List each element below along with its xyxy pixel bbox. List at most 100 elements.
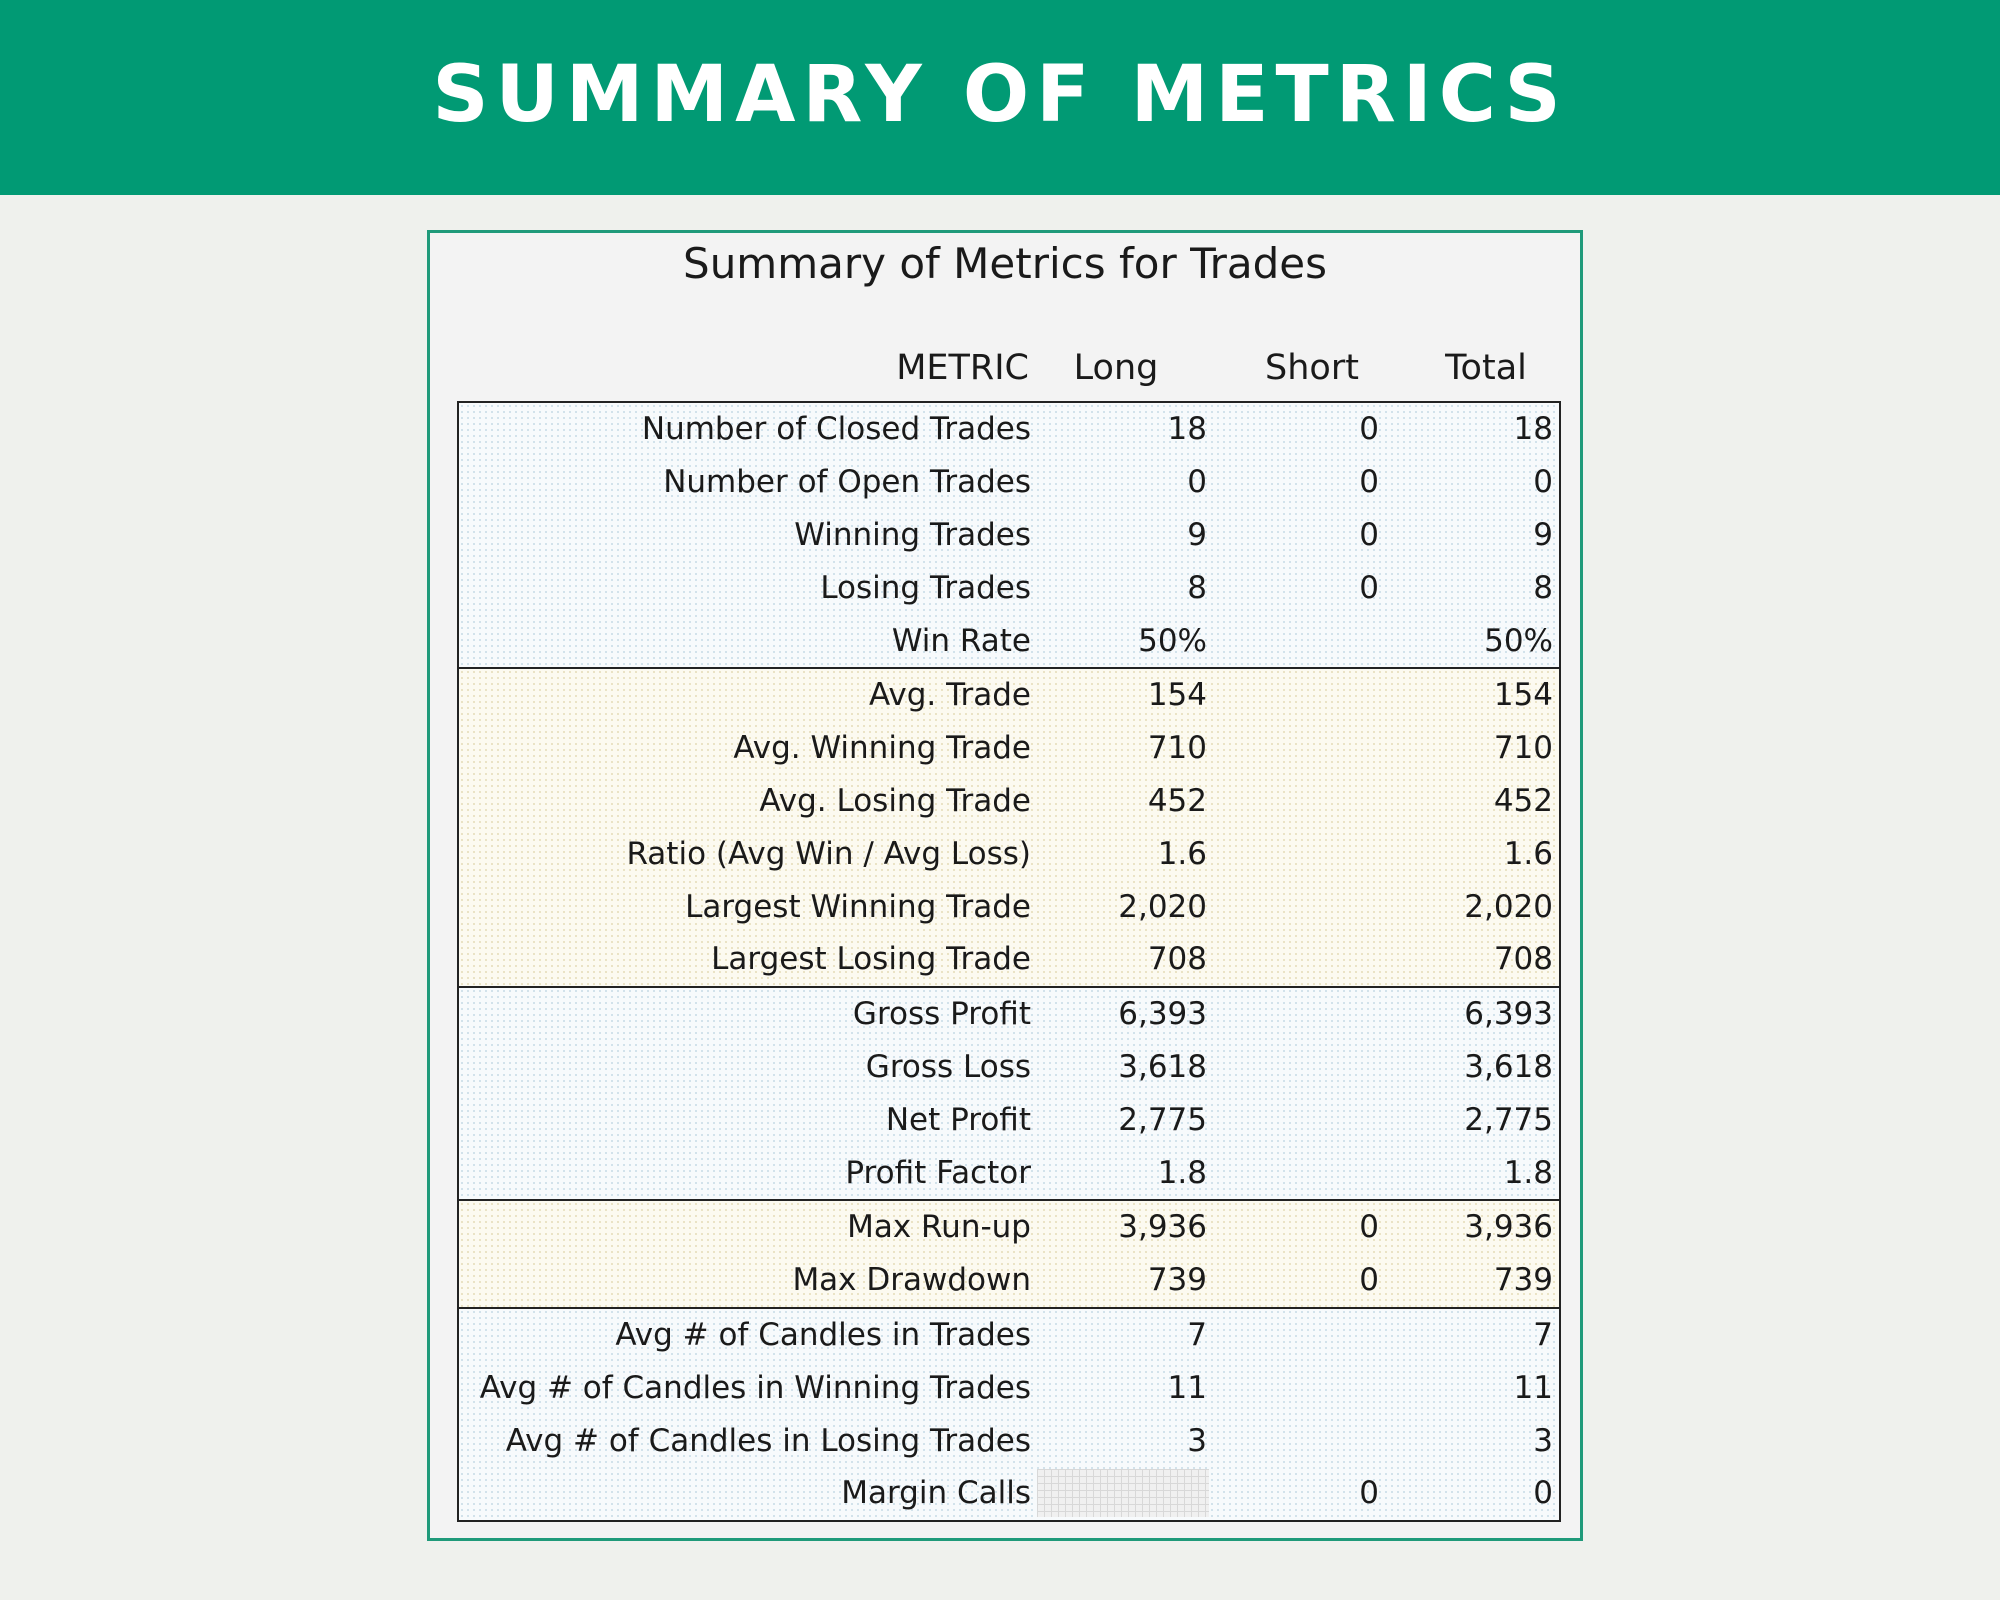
total-value: 18	[1513, 411, 1553, 448]
metric-label: Win Rate	[891, 622, 1031, 659]
short-value: 0	[1359, 569, 1379, 606]
total-value: 710	[1493, 730, 1553, 767]
long-value: 50%	[1138, 622, 1207, 659]
metrics-card: Summary of Metrics for Trades METRIC Lon…	[427, 230, 1583, 1541]
metric-label: Margin Calls	[841, 1475, 1031, 1512]
total-value: 9	[1533, 516, 1553, 553]
total-value: 11	[1513, 1369, 1553, 1406]
long-value: 18	[1167, 411, 1207, 448]
long-value: 0	[1187, 464, 1207, 501]
metric-label: Largest Losing Trade	[711, 941, 1031, 978]
metric-group: Avg # of Candles in Trades 7 7 Avg # of Can…	[459, 1306, 1559, 1520]
metric-label: Max Run-up	[847, 1209, 1031, 1246]
short-value: 0	[1359, 1262, 1379, 1299]
total-value: 1.8	[1503, 1154, 1553, 1191]
table-row: Max Run-up 3,936 0 3,936	[459, 1201, 1559, 1254]
total-value: 2,020	[1464, 888, 1553, 925]
metric-label: Avg. Losing Trade	[759, 782, 1031, 819]
metric-group: Number of Closed Trades 18 0 18 Number of Op…	[459, 403, 1559, 667]
card-title: Summary of Metrics for Trades	[683, 239, 1327, 288]
table-row: Losing Trades 8 0 8	[459, 561, 1559, 614]
long-value: 3,936	[1118, 1209, 1207, 1246]
total-value: 0	[1533, 464, 1553, 501]
metric-label: Number of Open Trades	[663, 464, 1031, 501]
long-value: 710	[1147, 730, 1207, 767]
metric-label: Max Drawdown	[792, 1262, 1031, 1299]
long-value: 9	[1187, 516, 1207, 553]
total-value: 7	[1533, 1316, 1553, 1353]
column-header-short: Short	[1265, 348, 1359, 388]
metric-group: Max Run-up 3,936 0 3,936 Max Drawdown 739 0 739	[459, 1198, 1559, 1307]
column-header-long: Long	[1073, 348, 1159, 388]
metric-label: Gross Profit	[852, 996, 1031, 1033]
metric-label: Ratio (Avg Win / Avg Loss)	[626, 835, 1031, 872]
long-value: 3	[1187, 1422, 1207, 1459]
table-row: Max Drawdown 739 0 739	[459, 1254, 1559, 1307]
total-value: 1.6	[1503, 835, 1553, 872]
column-header-total: Total	[1445, 348, 1527, 388]
table-row: Avg # of Candles in Winning Trades 11 11	[459, 1361, 1559, 1414]
table-row: Avg. Trade 154 154	[459, 669, 1559, 722]
metrics-table: Number of Closed Trades 18 0 18 Number of Op…	[457, 401, 1561, 1522]
table-row: Win Rate 50% 50%	[459, 614, 1559, 667]
metric-group: Gross Profit 6,393 6,393 Gross Loss 3,618 3,6…	[459, 985, 1559, 1199]
long-value-hatched	[1037, 1468, 1209, 1517]
long-value: 739	[1147, 1262, 1207, 1299]
long-value: 1.8	[1157, 1154, 1207, 1191]
metric-label: Number of Closed Trades	[641, 411, 1031, 448]
total-value: 6,393	[1464, 996, 1553, 1033]
table-row: Number of Closed Trades 18 0 18	[459, 403, 1559, 456]
table-row: Largest Winning Trade 2,020 2,020	[459, 880, 1559, 933]
total-value: 0	[1533, 1475, 1553, 1512]
total-value: 50%	[1484, 622, 1553, 659]
header-banner: SUMMARY OF METRICS	[0, 0, 2000, 195]
long-value: 708	[1147, 941, 1207, 978]
short-value: 0	[1359, 1209, 1379, 1246]
long-value: 1.6	[1157, 835, 1207, 872]
table-row: Number of Open Trades 0 0 0	[459, 456, 1559, 509]
short-value: 0	[1359, 516, 1379, 553]
total-value: 3,936	[1464, 1209, 1553, 1246]
table-row: Profit Factor 1.8 1.8	[459, 1146, 1559, 1199]
short-value: 0	[1359, 1475, 1379, 1512]
metric-label: Losing Trades	[820, 569, 1031, 606]
total-value: 452	[1493, 782, 1553, 819]
metric-label: Avg # of Candles in Losing Trades	[505, 1422, 1031, 1459]
long-value: 7	[1187, 1316, 1207, 1353]
long-value: 2,775	[1118, 1101, 1207, 1138]
table-row: Net Profit 2,775 2,775	[459, 1093, 1559, 1146]
long-value: 6,393	[1118, 996, 1207, 1033]
table-row: Avg. Losing Trade 452 452	[459, 775, 1559, 828]
total-value: 2,775	[1464, 1101, 1553, 1138]
banner-title: SUMMARY OF METRICS	[432, 49, 1568, 140]
metric-label: Winning Trades	[794, 516, 1031, 553]
total-value: 3,618	[1464, 1048, 1553, 1085]
long-value: 8	[1187, 569, 1207, 606]
metric-label: Net Profit	[885, 1101, 1031, 1138]
table-row: Avg # of Candles in Losing Trades 3 3	[459, 1414, 1559, 1467]
long-value: 2,020	[1118, 888, 1207, 925]
table-row: Avg. Winning Trade 710 710	[459, 722, 1559, 775]
metric-label: Largest Winning Trade	[685, 888, 1031, 925]
metric-label: Avg # of Candles in Winning Trades	[479, 1369, 1031, 1406]
metric-label: Profit Factor	[845, 1154, 1031, 1191]
long-value: 11	[1167, 1369, 1207, 1406]
total-value: 3	[1533, 1422, 1553, 1459]
table-row: Ratio (Avg Win / Avg Loss) 1.6 1.6	[459, 827, 1559, 880]
metric-group: Avg. Trade 154 154 Avg. Winning Trade 710 710…	[459, 666, 1559, 986]
table-row: Gross Loss 3,618 3,618	[459, 1041, 1559, 1094]
short-value: 0	[1359, 464, 1379, 501]
table-row: Gross Profit 6,393 6,393	[459, 988, 1559, 1041]
total-value: 154	[1493, 677, 1553, 714]
table-row: Margin Calls 0 0	[459, 1467, 1559, 1520]
total-value: 708	[1493, 941, 1553, 978]
short-value: 0	[1359, 411, 1379, 448]
total-value: 8	[1533, 569, 1553, 606]
column-header-metric: METRIC	[896, 348, 1029, 388]
table-row: Largest Losing Trade 708 708	[459, 933, 1559, 986]
table-row: Avg # of Candles in Trades 7 7	[459, 1309, 1559, 1362]
long-value: 3,618	[1118, 1048, 1207, 1085]
metric-label: Avg. Trade	[869, 677, 1031, 714]
metric-label: Gross Loss	[865, 1048, 1031, 1085]
total-value: 739	[1493, 1262, 1553, 1299]
